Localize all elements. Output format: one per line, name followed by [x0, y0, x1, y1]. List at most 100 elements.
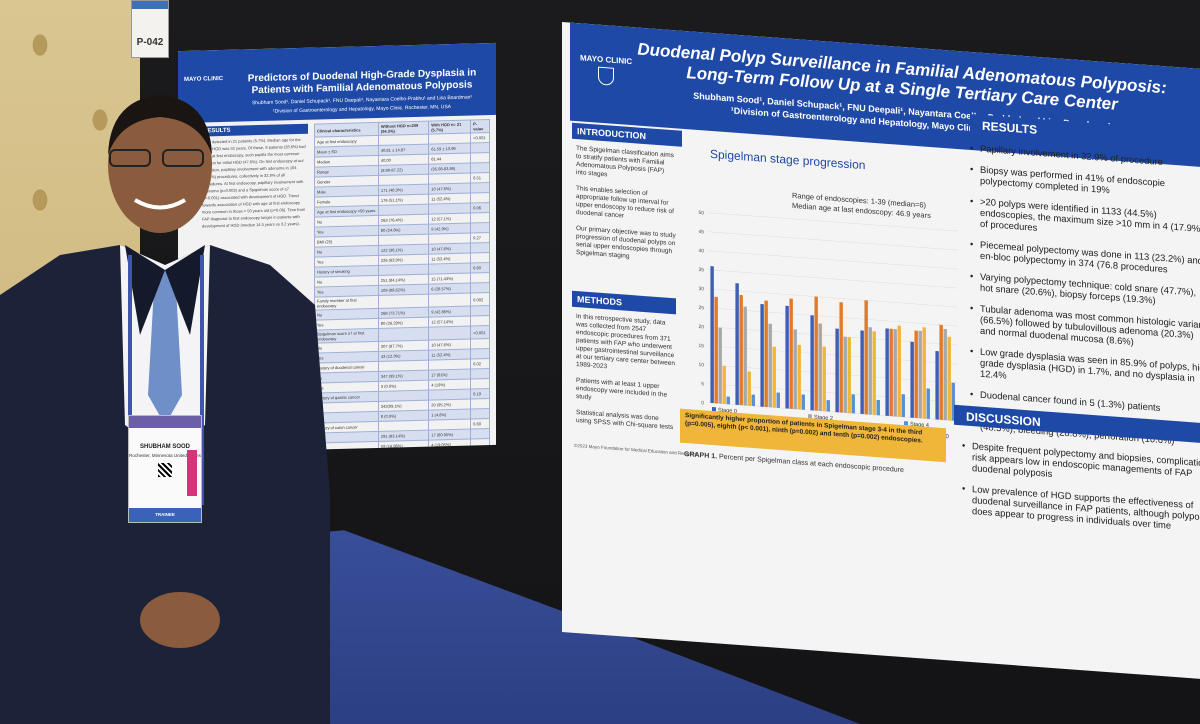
bar — [872, 331, 876, 416]
list-item: Low prevalence of HGD supports the effec… — [962, 482, 1200, 534]
bar — [743, 306, 747, 406]
bar — [868, 327, 872, 415]
badge-role: TRAINEE — [129, 508, 201, 522]
bar — [714, 296, 718, 404]
presenter — [0, 95, 330, 724]
table-cell — [470, 368, 490, 379]
chart-panel: Spigelman stage progression Range of end… — [680, 131, 962, 490]
methods-heading: METHODS — [572, 290, 676, 315]
bar — [864, 300, 868, 415]
badge-pink-strip — [187, 450, 197, 496]
discussion-list: Despite frequent polypectomy and biopsie… — [962, 439, 1200, 544]
table-cell — [470, 152, 490, 163]
glasses-left — [109, 149, 151, 167]
table-cell: <0.001 — [470, 325, 490, 339]
y-tick-label: 45 — [698, 229, 704, 235]
bar — [839, 302, 843, 413]
table-cell — [378, 294, 429, 309]
table-cell: 0.27 — [470, 232, 490, 243]
table-cell — [470, 162, 490, 173]
table-header: P-value — [470, 119, 490, 133]
y-tick-label: 35 — [698, 267, 704, 273]
name-badge: SHUBHAM SOOD Rochester, Minnesota United… — [128, 415, 202, 523]
gridline — [708, 269, 958, 289]
list-item: Tubular adenoma was most common histolog… — [970, 302, 1200, 353]
y-tick-label: 15 — [698, 343, 704, 349]
table-header: With HGD n= 21 (5.7%) — [428, 119, 471, 135]
bar — [772, 346, 776, 408]
bar — [910, 341, 914, 418]
y-tick-label: 40 — [698, 248, 704, 254]
list-item: Statistical analysis was done using SPSS… — [576, 409, 674, 432]
y-tick-label: 5 — [701, 381, 704, 387]
bar — [751, 394, 755, 407]
bar — [722, 365, 726, 405]
table-cell — [470, 242, 490, 253]
bar — [814, 296, 818, 411]
badge-top-strip — [129, 416, 201, 428]
gridline — [708, 231, 958, 251]
y-tick-label: 25 — [698, 305, 704, 311]
badge-location: Rochester, Minnesota United States — [129, 453, 201, 458]
bar — [822, 346, 826, 412]
bar — [935, 351, 939, 420]
lapels — [125, 245, 205, 335]
chart-title: Spigelman stage progression — [710, 146, 866, 173]
table-cell — [470, 408, 490, 419]
table-cell — [470, 338, 490, 349]
legend-label: Stage 0 — [718, 407, 737, 414]
bar — [843, 336, 847, 413]
table-cell — [428, 292, 471, 308]
bar — [710, 266, 714, 404]
bar — [785, 305, 789, 409]
table-header: Without HGD n=209 (94.3%) — [378, 121, 429, 136]
list-item: >20 polyps were identified in 1133 (44.5… — [970, 195, 1200, 246]
bar — [835, 328, 839, 413]
table-cell: 0.51 — [470, 172, 490, 183]
methods-list: In this retrospective study, data was co… — [576, 313, 676, 440]
lanyard-right — [200, 255, 204, 505]
lanyard-left — [128, 255, 132, 505]
bar — [768, 323, 772, 408]
y-tick-label: 30 — [698, 286, 704, 292]
tie — [148, 270, 182, 425]
bar — [793, 329, 797, 410]
bar — [947, 336, 951, 421]
bar — [735, 283, 739, 405]
table-cell: 0.002 — [470, 292, 490, 306]
bar — [847, 336, 851, 414]
table-cell — [470, 222, 490, 233]
bar — [926, 388, 930, 420]
y-tick-label: 0 — [701, 400, 704, 406]
table-cell — [470, 272, 490, 283]
y-tick-label: 20 — [698, 324, 704, 330]
bar — [801, 394, 805, 410]
copyright: ©2023 Mayo Foundation for Medical Educat… — [574, 442, 698, 457]
bar — [747, 371, 751, 406]
gridline — [708, 307, 958, 327]
bar — [789, 298, 793, 409]
bar — [851, 394, 855, 414]
left-poster-title: Predictors of Duodenal High-Grade Dyspla… — [247, 67, 477, 97]
table-column: Clinical characteristics Without HGD n=2… — [314, 119, 490, 454]
spigelman-bar-chart: 0510152025303540455012345678910Stage 0St… — [698, 210, 958, 443]
bar — [776, 392, 780, 409]
table-cell — [470, 252, 490, 263]
qr-code-icon — [158, 462, 172, 477]
introduction-list: The Spigelman classification aims to str… — [576, 145, 676, 272]
table-cell — [470, 348, 490, 359]
table-cell — [470, 315, 490, 326]
gridline — [708, 212, 958, 232]
table-cell — [470, 142, 490, 153]
list-item: Our primary objective was to study progr… — [576, 225, 676, 260]
list-item: Patients with at least 1 upper endoscopy… — [576, 377, 668, 402]
table-cell — [470, 182, 490, 193]
clinical-table: Clinical characteristics Without HGD n=2… — [314, 119, 490, 454]
bar — [797, 344, 801, 410]
table-cell: 0.60 — [470, 262, 490, 273]
legend-label: Stage 2 — [814, 415, 833, 422]
poster-number-sign: P-042 — [131, 0, 169, 58]
bar — [718, 327, 722, 404]
hair — [108, 95, 212, 155]
table-cell — [470, 192, 490, 203]
